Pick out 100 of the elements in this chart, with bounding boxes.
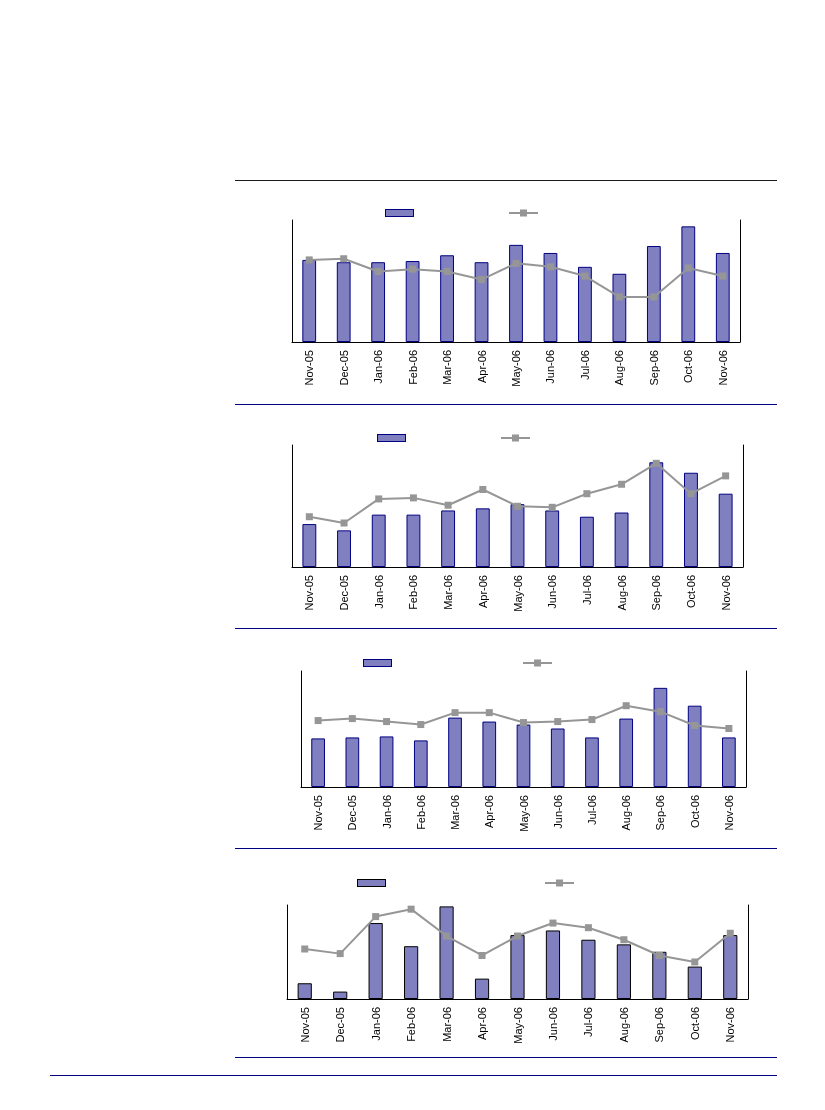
point (409, 494, 417, 502)
point (512, 259, 520, 267)
point (340, 519, 348, 527)
bar (371, 262, 386, 342)
x-tick-label: Jul-06 (585, 795, 598, 825)
point (684, 264, 692, 272)
bar (722, 737, 736, 787)
point (581, 272, 589, 280)
x-tick-label: Nov-05 (312, 795, 325, 831)
point (407, 905, 415, 913)
point (687, 490, 695, 498)
bar (448, 717, 462, 787)
x-tick-label: Nov-06 (724, 1007, 737, 1043)
point (722, 472, 730, 480)
point (691, 722, 699, 730)
x-tick-label: Feb-06 (407, 575, 420, 610)
x-tick-label: Nov-05 (303, 350, 316, 386)
x-tick-label: May-06 (511, 575, 524, 612)
bar (653, 687, 668, 787)
point (652, 459, 660, 467)
x-tick-label: Sep-06 (653, 1007, 666, 1043)
point (451, 709, 459, 717)
bar (579, 516, 594, 567)
x-tick-label: Jun-06 (551, 795, 564, 829)
bar (475, 508, 490, 567)
point (588, 716, 596, 724)
x-tick-label: Oct-06 (688, 1007, 701, 1041)
bar (337, 530, 351, 567)
x-tick-label: Aug-06 (613, 350, 626, 386)
point (554, 718, 562, 726)
point (726, 929, 734, 937)
point (485, 709, 493, 717)
x-tick-label: Oct-06 (684, 575, 697, 609)
bar (474, 262, 489, 342)
point (443, 267, 451, 275)
point (549, 919, 557, 927)
bar (619, 718, 634, 787)
x-tick-label: Jul-06 (580, 575, 593, 605)
x-tick-label: Mar-06 (442, 575, 455, 610)
x-tick-label: Sep-06 (647, 350, 660, 386)
bar (614, 512, 629, 567)
point (656, 708, 664, 716)
bar (302, 259, 317, 342)
x-tick-label: Apr-06 (475, 350, 488, 384)
point (548, 503, 556, 511)
x-tick-label: Jan-06 (372, 350, 385, 384)
x-tick-label: Apr-06 (476, 1007, 489, 1041)
bar (649, 462, 664, 567)
bar (543, 252, 558, 342)
x-tick-label: Jan-06 (372, 575, 385, 609)
x-tick-label: Nov-06 (722, 795, 735, 831)
x-tick-label: Feb-06 (405, 1007, 418, 1042)
point (479, 486, 487, 494)
point (305, 513, 313, 521)
point (314, 717, 322, 725)
bar (687, 705, 702, 787)
point (584, 924, 592, 932)
bar (413, 740, 428, 787)
x-tick-label: Mar-06 (441, 350, 454, 385)
x-tick-label: Dec-05 (346, 795, 359, 831)
point (383, 718, 391, 726)
x-tick-label: Apr-06 (483, 795, 496, 829)
x-tick-label: May-06 (510, 350, 522, 387)
point (340, 255, 348, 263)
bar (715, 252, 730, 342)
bar (684, 472, 698, 567)
point (691, 958, 699, 966)
point (514, 932, 521, 940)
bar (405, 261, 420, 342)
point (583, 490, 591, 498)
point (348, 715, 356, 723)
point (409, 265, 417, 273)
point (546, 263, 554, 271)
bar (681, 226, 696, 342)
x-tick-label: Nov-05 (303, 575, 316, 611)
bar (379, 736, 394, 787)
x-tick-label: Jul-06 (582, 1007, 595, 1037)
x-tick-label: Jul-06 (578, 350, 591, 380)
point (375, 495, 383, 503)
x-tick-label: Nov-05 (298, 1007, 311, 1043)
point (478, 276, 486, 284)
bar (550, 728, 565, 787)
x-tick-label: Apr-06 (476, 575, 489, 609)
point (372, 913, 380, 921)
point (615, 293, 623, 301)
bar (646, 246, 661, 342)
bar (441, 510, 456, 567)
x-tick-label: Jan-06 (369, 1007, 382, 1041)
x-tick-label: Dec-05 (338, 575, 351, 611)
x-tick-label: Jun-06 (546, 575, 559, 609)
bar (302, 524, 317, 567)
bar (371, 514, 386, 567)
point (417, 721, 425, 729)
point (618, 480, 626, 488)
point (301, 945, 309, 953)
point (443, 932, 451, 940)
bar (612, 273, 627, 342)
bar (406, 514, 421, 567)
bar (345, 737, 360, 787)
x-tick-label: May-06 (511, 1007, 524, 1044)
